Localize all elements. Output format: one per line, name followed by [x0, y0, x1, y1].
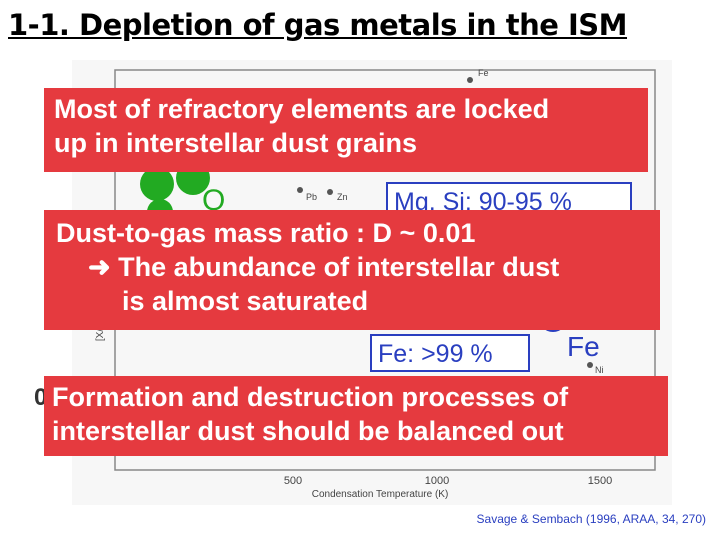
- element-label: Pb: [306, 192, 317, 202]
- slide-title: 1-1. Depletion of gas metals in the ISM: [8, 8, 628, 42]
- note-line: Formation and destruction processes of: [52, 382, 569, 412]
- note-line: Dust-to-gas mass ratio : D ~ 0.01: [56, 218, 476, 248]
- note-box: Formation and destruction processes of i…: [44, 376, 668, 456]
- oxygen-marker: [140, 167, 174, 201]
- x-tick-label: 1000: [425, 475, 449, 487]
- oxygen-label: O: [202, 184, 225, 217]
- element-label: Zn: [337, 192, 348, 202]
- note-line: Most of refractory elements are locked: [54, 94, 550, 124]
- note-line: interstellar dust should be balanced out: [52, 416, 564, 446]
- element-label: Fe: [478, 68, 489, 78]
- citation: Savage & Sembach (1996, ARAA, 34, 270): [476, 512, 706, 526]
- x-tick-label: 1500: [588, 475, 612, 487]
- element-label: Ni: [595, 365, 604, 375]
- note-line: up in interstellar dust grains: [54, 128, 418, 158]
- iron-label: Fe: [567, 331, 600, 362]
- note-box: Most of refractory elements are locked u…: [44, 88, 648, 172]
- note-box: Dust-to-gas mass ratio : D ~ 0.01 ➜ The …: [44, 210, 660, 330]
- note-line: is almost saturated: [122, 286, 369, 316]
- note-line: ➜ The abundance of interstellar dust: [88, 252, 560, 282]
- x-axis-label: Condensation Temperature (K): [312, 489, 449, 500]
- fe-callout: Fe: >99 %: [370, 334, 530, 372]
- x-tick-label: 500: [284, 475, 302, 487]
